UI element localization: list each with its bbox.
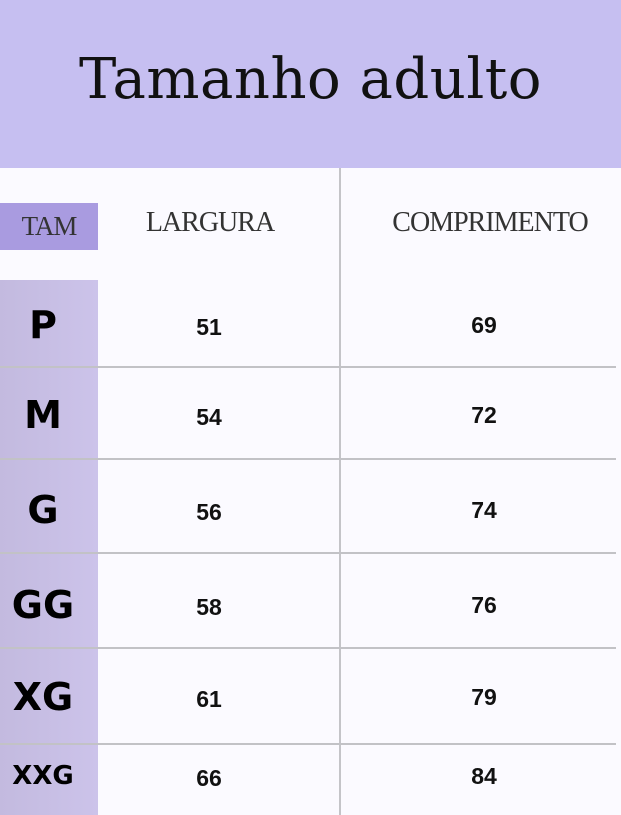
row-divider: [0, 366, 616, 368]
width-cell: 54: [196, 404, 222, 430]
column-divider: [339, 168, 341, 815]
header-length: COMPRIMENTO: [392, 207, 588, 238]
table-row: GG 58 76: [0, 575, 621, 635]
length-cell: 79: [471, 684, 497, 710]
page-title: Tamanho adulto: [79, 46, 542, 112]
width-cell: 58: [196, 594, 222, 620]
width-cell: 51: [196, 314, 222, 340]
size-cell: GG: [11, 583, 75, 627]
row-divider: [0, 647, 616, 649]
width-cell: 66: [196, 765, 222, 791]
size-cell: P: [29, 303, 57, 347]
table-row: M 54 72: [0, 385, 621, 445]
table-row: XXG 66 84: [0, 746, 621, 806]
row-divider: [0, 458, 616, 460]
length-cell: 74: [471, 497, 497, 523]
table-row: P 51 69: [0, 295, 621, 355]
width-cell: 61: [196, 686, 222, 712]
header-width: LARGURA: [145, 207, 275, 238]
header-size: TAM: [0, 203, 98, 250]
size-cell: G: [27, 488, 59, 532]
row-divider: [0, 552, 616, 554]
title-banner: Tamanho adulto: [0, 0, 621, 168]
row-divider: [0, 743, 616, 745]
length-cell: 84: [471, 763, 497, 789]
table-row: G 56 74: [0, 480, 621, 540]
table-row: XG 61 79: [0, 667, 621, 727]
size-cell: XG: [12, 675, 74, 719]
width-cell: 56: [196, 499, 222, 525]
size-cell: XXG: [12, 761, 74, 791]
length-cell: 69: [471, 312, 497, 338]
header-size-label: TAM: [21, 211, 78, 241]
length-cell: 72: [471, 402, 497, 428]
size-cell: M: [24, 393, 62, 437]
size-column-background: [0, 280, 98, 815]
length-cell: 76: [471, 592, 497, 618]
